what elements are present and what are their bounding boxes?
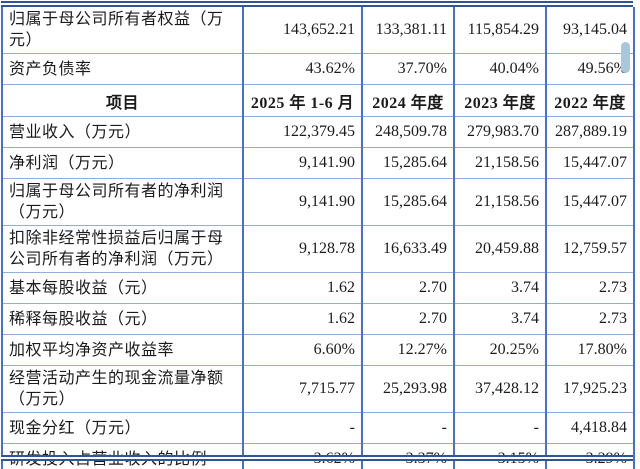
cell-value: 15,447.07 [545, 178, 635, 226]
cell-value: 21,158.56 [453, 147, 547, 179]
cell-value: 37,428.12 [453, 365, 547, 413]
cell-value: 9,141.90 [242, 178, 363, 226]
column-header-2022: 2022 年度 [545, 84, 635, 117]
row-label: 净利润（万元） [1, 147, 244, 179]
cell-value: 2.73 [545, 303, 635, 335]
table-row: 扣除非经常性损益后归属于母公司所有者的净利润（万元） 9,128.78 16,6… [1, 225, 635, 273]
scrollbar-thumb[interactable] [621, 42, 630, 73]
table-row: 归属于母公司所有者的净利润（万元） 9,141.90 15,285.64 21,… [1, 178, 635, 226]
cell-value: 122,379.45 [242, 116, 363, 148]
cell-value: 7,715.77 [242, 365, 363, 413]
cell-value: 17,925.23 [545, 365, 635, 413]
cell-value: 6.60% [242, 334, 363, 366]
cell-value: - [242, 412, 363, 444]
table-row: 基本每股收益（元） 1.62 2.70 3.74 2.73 [1, 272, 635, 304]
row-label: 归属于母公司所有者权益（万元） [1, 7, 244, 54]
cell-value: - [453, 412, 547, 444]
cell-value: 16,633.49 [361, 225, 455, 273]
table-row: 加权平均净资产收益率 6.60% 12.27% 20.25% 17.80% [1, 334, 635, 366]
cell-value: 9,128.78 [242, 225, 363, 273]
cell-value: 3.74 [453, 303, 547, 335]
table-top-double-rule [1, 1, 633, 7]
column-header-2023: 2023 年度 [453, 84, 547, 117]
cell-value: 20.25% [453, 334, 547, 366]
table-row: 经营活动产生的现金流量净额（万元） 7,715.77 25,293.98 37,… [1, 365, 635, 413]
table-row: 现金分红（万元） - - - 4,418.84 [1, 412, 635, 444]
cell-value: 143,652.21 [242, 7, 363, 54]
cell-value: 15,285.64 [361, 178, 455, 226]
cell-value: 279,983.70 [453, 116, 547, 148]
row-label: 资产负债率 [1, 53, 244, 85]
cell-value: 15,447.07 [545, 147, 635, 179]
row-label: 基本每股收益（元） [1, 272, 244, 304]
cell-value: 93,145.04 [545, 7, 635, 54]
cell-value: - [361, 412, 455, 444]
row-label: 扣除非经常性损益后归属于母公司所有者的净利润（万元） [1, 225, 244, 273]
cell-value: 37.70% [361, 53, 455, 85]
cell-value: 1.62 [242, 272, 363, 304]
cell-value: 40.04% [453, 53, 547, 85]
table-row: 稀释每股收益（元） 1.62 2.70 3.74 2.73 [1, 303, 635, 335]
cell-value: 2.70 [361, 272, 455, 304]
cell-value: 1.62 [242, 303, 363, 335]
table-row: 归属于母公司所有者权益（万元） 143,652.21 133,381.11 11… [1, 7, 635, 54]
table-row: 资产负债率 43.62% 37.70% 40.04% 49.56% [1, 53, 635, 85]
cell-value: 49.56% [545, 53, 635, 85]
row-label: 营业收入（万元） [1, 116, 244, 148]
cell-value: 21,158.56 [453, 178, 547, 226]
cell-value: 9,141.90 [242, 147, 363, 179]
cell-value: 287,889.19 [545, 116, 635, 148]
cell-value: 3.74 [453, 272, 547, 304]
column-header-2024: 2024 年度 [361, 84, 455, 117]
cell-value: 4,418.84 [545, 412, 635, 444]
column-header-2025h1: 2025 年 1-6 月 [242, 84, 363, 117]
cell-value: 15,285.64 [361, 147, 455, 179]
cell-value: 20,459.88 [453, 225, 547, 273]
cell-value: 115,854.29 [453, 7, 547, 54]
row-label: 归属于母公司所有者的净利润（万元） [1, 178, 244, 226]
cell-value: 248,509.78 [361, 116, 455, 148]
row-label: 稀释每股收益（元） [1, 303, 244, 335]
cell-value: 133,381.11 [361, 7, 455, 54]
cell-value: 2.70 [361, 303, 455, 335]
table-bottom-double-rule [1, 455, 633, 461]
cell-value: 43.62% [242, 53, 363, 85]
table-row: 净利润（万元） 9,141.90 15,285.64 21,158.56 15,… [1, 147, 635, 179]
cell-value: 12.27% [361, 334, 455, 366]
cell-value: 12,759.57 [545, 225, 635, 273]
row-label: 加权平均净资产收益率 [1, 334, 244, 366]
financial-table: 归属于母公司所有者权益（万元） 143,652.21 133,381.11 11… [1, 7, 635, 469]
table-row: 营业收入（万元） 122,379.45 248,509.78 279,983.7… [1, 116, 635, 148]
cell-value: 17.80% [545, 334, 635, 366]
column-header-item: 项目 [1, 84, 244, 117]
table-header-row: 项目 2025 年 1-6 月 2024 年度 2023 年度 2022 年度 [1, 84, 635, 117]
cell-value: 2.73 [545, 272, 635, 304]
row-label: 经营活动产生的现金流量净额（万元） [1, 365, 244, 413]
row-label: 现金分红（万元） [1, 412, 244, 444]
cell-value: 25,293.98 [361, 365, 455, 413]
